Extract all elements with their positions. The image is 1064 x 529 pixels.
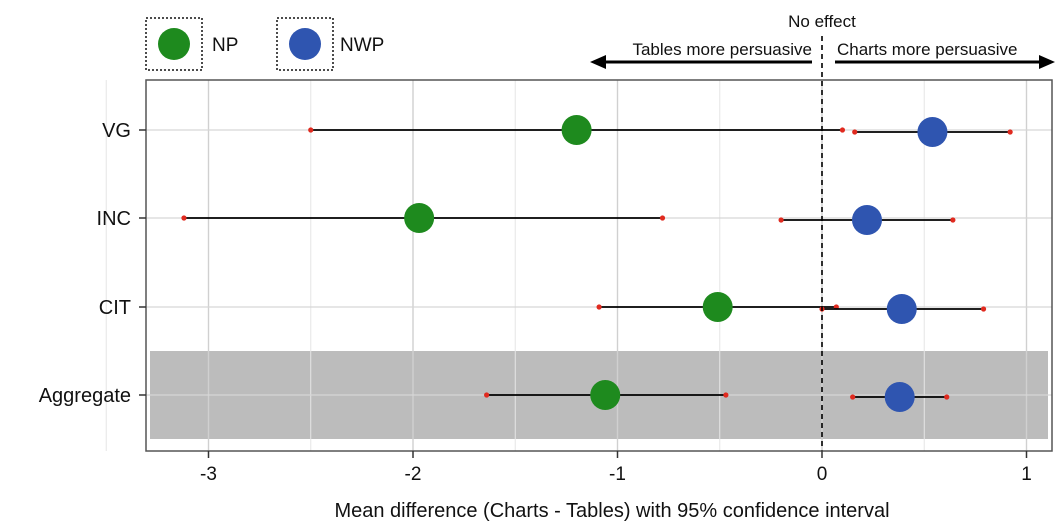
x-tick-label: -3 [200,464,217,485]
np-ci-low-endpoint [308,127,314,133]
np-ci-high-endpoint [723,392,729,398]
nwp-mean-point-vg [917,117,948,147]
np-mean-point-aggregate [590,380,621,410]
nwp-mean-point-cit [886,294,917,324]
charts-more-persuasive-label: Charts more persuasive [837,40,1017,59]
right-arrow-head [1039,55,1055,69]
np-ci-low-endpoint [484,392,490,398]
nwp-ci-low-endpoint [778,217,784,223]
y-category-label-cit: CIT [99,297,131,319]
np-ci-high-endpoint [839,127,846,133]
legend-np-label: NP [212,35,238,56]
nwp-ci-low-endpoint [850,394,856,400]
nwp-ci-high-endpoint [944,394,950,400]
left-arrow-head [590,55,606,69]
axes: -3 -2 -1 0 1 VG INC CIT Aggregate [39,120,1032,485]
np-mean-point-cit [702,292,733,322]
np-mean-point-vg [561,115,592,145]
nwp-ci-high-endpoint [980,306,987,312]
legend-nwp-dot [289,28,321,60]
np-ci-low-endpoint [181,215,187,221]
x-tick-label: 0 [817,464,828,485]
np-ci-high-endpoint [659,215,666,221]
legend: NP NWP [145,17,384,71]
np-mean-point-inc [404,203,435,233]
nwp-ci-low-endpoint [852,129,858,135]
plot-panel-border [145,79,1053,452]
annotations: No effect Tables more persuasive Charts … [590,12,1055,69]
nwp-mean-point-aggregate [884,382,915,412]
x-axis-title: Mean difference (Charts - Tables) with 9… [334,500,889,522]
nwp-ci-high-endpoint [950,217,956,223]
nwp-mean-point-inc [851,205,882,235]
tables-more-persuasive-label: Tables more persuasive [632,40,812,59]
nwp-ci-high-endpoint [1007,129,1013,135]
x-tick-label: -1 [609,464,626,485]
y-category-label-vg: VG [102,120,131,142]
y-category-label-aggregate: Aggregate [39,385,131,407]
legend-np-dot [158,28,190,60]
legend-nwp-label: NWP [340,35,384,56]
data-marks [181,115,1013,412]
np-ci-low-endpoint [596,304,602,310]
y-category-label-inc: INC [97,208,131,230]
x-tick-label: 1 [1021,464,1032,485]
no-effect-label: No effect [788,12,856,31]
x-tick-label: -2 [405,464,422,485]
